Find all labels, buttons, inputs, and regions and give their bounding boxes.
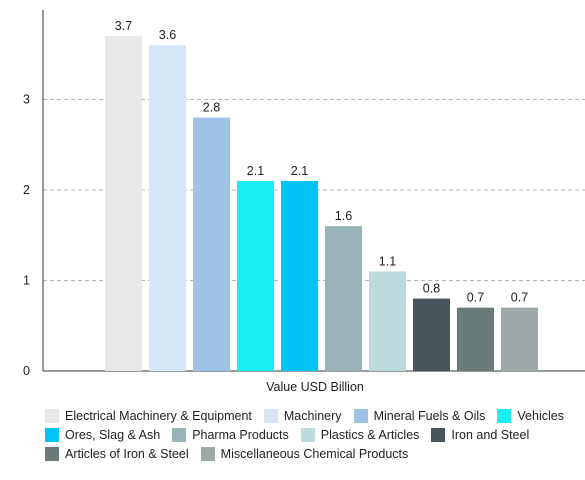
- y-tick-label: 2: [23, 183, 30, 197]
- bar: [413, 298, 450, 371]
- legend-label: Mineral Fuels & Oils: [373, 409, 486, 423]
- legend-label: Iron and Steel: [451, 428, 530, 442]
- data-label: 1.1: [379, 254, 396, 268]
- legend-swatch: [45, 428, 59, 442]
- data-label: 0.7: [467, 291, 484, 305]
- legend-item[interactable]: Ores, Slag & Ash: [45, 426, 160, 444]
- data-label: 1.6: [335, 209, 352, 223]
- legend-item[interactable]: Machinery: [263, 407, 342, 425]
- legend-item[interactable]: Miscellaneous Chemical Products: [200, 445, 409, 463]
- data-label: 0.8: [423, 282, 440, 296]
- legend-swatch: [497, 409, 512, 423]
- legend-item[interactable]: Vehicles: [497, 407, 564, 425]
- bar: [237, 180, 274, 371]
- legend-label: Machinery: [283, 409, 342, 423]
- bar: [457, 307, 494, 371]
- legend-label: Vehicles: [517, 409, 564, 423]
- legend-item[interactable]: Iron and Steel: [431, 426, 529, 444]
- gridlines: [43, 99, 585, 281]
- y-tick-labels: 0 1 2 3: [23, 93, 30, 379]
- data-label: 2.1: [291, 164, 308, 178]
- legend-swatch: [263, 409, 278, 423]
- data-label: 2.8: [203, 101, 220, 115]
- data-label: 3.6: [159, 28, 176, 42]
- data-label: 0.7: [511, 291, 528, 305]
- bar: [149, 45, 186, 371]
- legend-swatch: [300, 428, 315, 442]
- legend-swatch: [200, 447, 215, 461]
- y-tick-label: 3: [23, 93, 30, 107]
- legend-swatch: [431, 428, 446, 442]
- legend-swatch: [45, 447, 59, 461]
- legend-label: Electrical Machinery & Equipment: [65, 409, 252, 423]
- bar: [281, 180, 318, 371]
- bar: [325, 226, 362, 371]
- data-labels: 3.7 3.6 2.8 2.1 2.1 1.6 1.1 0.8 0.7 0.7: [115, 19, 528, 305]
- bar: [501, 307, 538, 371]
- legend-item[interactable]: Mineral Fuels & Oils: [353, 407, 486, 425]
- legend-item[interactable]: Pharma Products: [172, 426, 289, 444]
- legend-label: Articles of Iron & Steel: [65, 447, 189, 461]
- data-label: 2.1: [247, 164, 264, 178]
- legend-label: Pharma Products: [192, 428, 289, 442]
- y-tick-label: 1: [23, 274, 30, 288]
- bar: [193, 117, 230, 371]
- legend-swatch: [45, 409, 59, 423]
- bars: [105, 36, 538, 372]
- legend-item[interactable]: Articles of Iron & Steel: [45, 445, 189, 463]
- legend-item[interactable]: Plastics & Articles: [300, 426, 420, 444]
- legend-swatch: [353, 409, 368, 423]
- legend-swatch: [172, 428, 187, 442]
- bar-chart: 0 1 2 3 3.7 3.6 2.8 2.1 2.1 1.6 1.1 0.8 0.7 0.7 Valu…: [23, 10, 585, 394]
- data-label: 3.7: [115, 19, 132, 33]
- x-axis-label: Value USD Billion: [266, 380, 364, 394]
- legend-label: Plastics & Articles: [320, 428, 420, 442]
- bar: [105, 36, 142, 372]
- bar: [369, 271, 406, 371]
- legend-label: Miscellaneous Chemical Products: [220, 447, 409, 461]
- y-tick-label: 0: [23, 364, 30, 378]
- legend-item[interactable]: Electrical Machinery & Equipment: [45, 407, 252, 425]
- legend-label: Ores, Slag & Ash: [65, 428, 161, 442]
